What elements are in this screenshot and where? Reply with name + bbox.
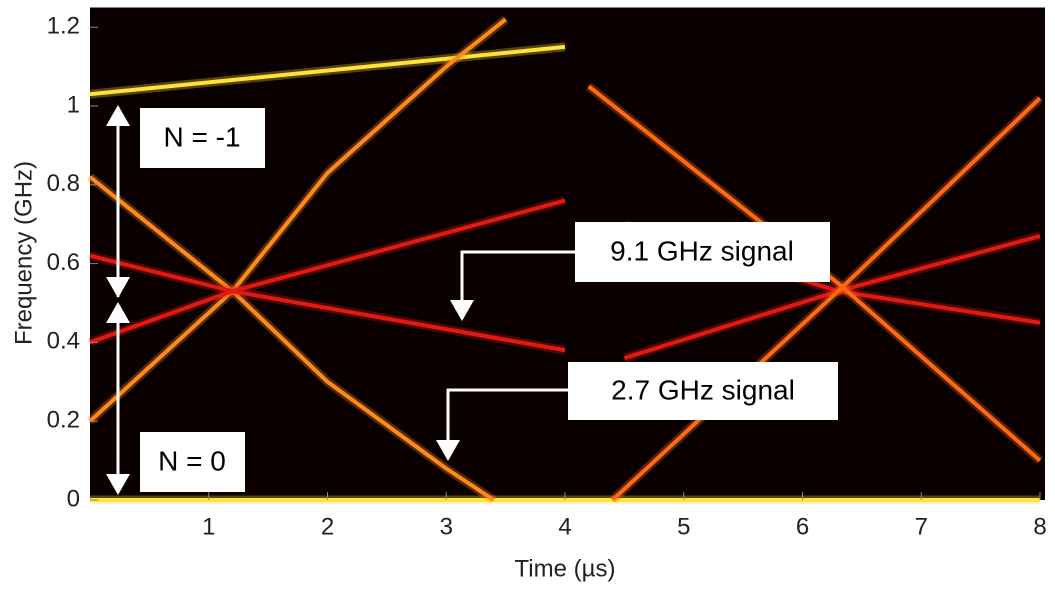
trace [88,175,495,502]
trace [89,253,566,353]
y-tick-label: 0.4 [47,328,80,355]
y-tick-label: 0.8 [47,170,80,197]
y-tick-label: 0.2 [47,407,80,434]
arrow [436,388,568,461]
x-tick-label: 8 [1033,513,1046,540]
x-tick-label: 1 [202,513,215,540]
plot-area [90,7,1045,500]
x-tick-label: 3 [440,513,453,540]
x-axis-title: Time (µs) [515,555,616,582]
trace [611,96,1042,502]
y-tick-label: 0.6 [47,249,80,276]
annotation: N = -1 [163,121,240,152]
y-tick-label: 1 [67,91,80,118]
label-box [140,432,245,492]
annotation: 2.7 GHz signal [611,374,795,405]
x-tick-label: 4 [558,513,571,540]
annotation: N = 0 [158,445,226,476]
trace [88,17,507,423]
arrow [450,250,575,321]
annotation: 9.1 GHz signal [610,235,794,266]
y-axis-title: Frequency (GHz) [10,161,37,345]
y-tick-label: 1.2 [47,13,80,40]
label-box [575,222,830,282]
x-tick-label: 6 [796,513,809,540]
trace [587,84,1042,463]
label-box [568,362,838,420]
label-box [140,108,265,168]
x-tick-label: 7 [915,513,928,540]
x-tick-label: 2 [321,513,334,540]
annotations: N = -1 N = 0 9.1 GHz signal 2.7 GHz sign… [106,105,838,495]
x-tick-label: 5 [677,513,690,540]
y-tick-label: 0 [67,485,80,512]
